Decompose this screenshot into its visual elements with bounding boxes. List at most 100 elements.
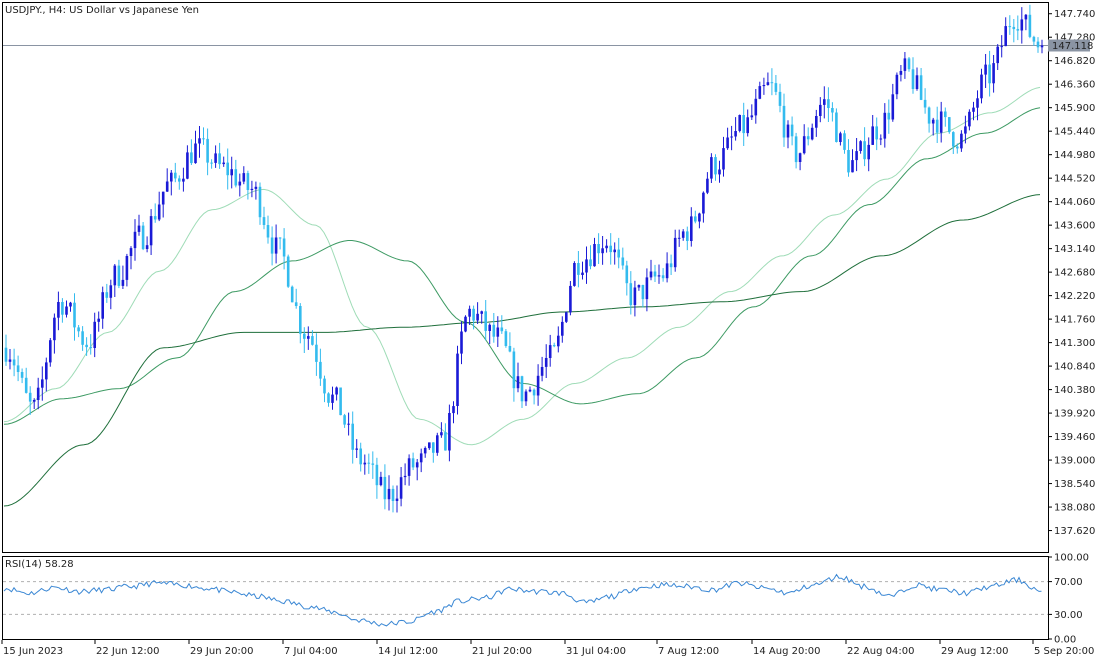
candle <box>609 233 612 265</box>
candle-body <box>85 344 88 348</box>
candle <box>81 326 84 351</box>
candle <box>548 334 552 367</box>
candle <box>730 125 733 151</box>
candle <box>53 313 56 354</box>
candle-body <box>157 204 161 220</box>
rsi-tick-label: 30.00 <box>1054 610 1083 621</box>
candle <box>12 348 16 377</box>
candle-body <box>891 94 895 120</box>
candle-body <box>133 231 137 249</box>
candle <box>8 349 12 370</box>
candle <box>746 109 749 137</box>
candle-body <box>258 186 262 218</box>
candle <box>89 334 92 355</box>
candle <box>339 387 342 416</box>
candle-body <box>69 302 72 307</box>
candle-body <box>428 442 431 449</box>
candle <box>673 229 677 272</box>
candle <box>347 412 350 436</box>
candle-body <box>226 162 229 176</box>
candle-body <box>661 275 665 279</box>
candle-body <box>770 82 774 84</box>
candle <box>835 108 838 143</box>
time-tick-label: 14 Jul 12:00 <box>378 646 438 657</box>
candle-body <box>835 112 838 142</box>
candle-body <box>758 86 762 99</box>
candle-body <box>657 275 661 277</box>
candle <box>20 368 24 384</box>
candle <box>69 301 72 312</box>
candle <box>472 305 475 330</box>
candle-body <box>367 462 371 464</box>
candle <box>661 268 665 282</box>
candle-body <box>351 423 354 450</box>
candle <box>270 226 274 266</box>
candle <box>1024 14 1028 31</box>
candle-body <box>319 361 322 379</box>
candle <box>778 83 782 113</box>
candle-body <box>149 216 153 246</box>
candle-body <box>992 63 995 84</box>
candle-body <box>81 331 84 345</box>
candle-body <box>625 265 629 284</box>
candle <box>1036 37 1040 53</box>
candle-body <box>923 99 927 108</box>
candle-body <box>677 237 681 239</box>
candle-body <box>391 488 395 501</box>
candle-body <box>823 99 826 105</box>
candle-body <box>32 400 36 402</box>
candle <box>992 55 995 93</box>
candle-body <box>242 173 246 182</box>
candle <box>557 326 560 353</box>
candle-body <box>16 365 20 372</box>
candle-body <box>996 46 999 64</box>
candle-body <box>375 464 379 486</box>
candle-body <box>141 225 145 250</box>
candle <box>665 252 669 283</box>
candle <box>303 327 306 353</box>
candle-body <box>589 259 592 267</box>
candle-body <box>605 245 608 249</box>
candle-body <box>944 111 947 118</box>
candle <box>976 90 979 121</box>
main-pane-frame <box>2 2 1049 553</box>
price-tick-label: 137.620 <box>1054 526 1095 537</box>
candle <box>226 148 229 190</box>
candle <box>367 453 371 474</box>
candle-body <box>198 138 201 144</box>
candle <box>210 159 213 169</box>
candle <box>508 332 512 353</box>
candle <box>1040 39 1044 54</box>
candle <box>16 355 20 382</box>
candle <box>883 103 887 148</box>
candle <box>395 485 399 513</box>
candle-body <box>726 137 729 149</box>
candle <box>403 463 407 486</box>
candle-body <box>903 58 907 71</box>
candle <box>319 348 322 386</box>
candle <box>1032 35 1036 46</box>
candle <box>589 245 592 270</box>
candle <box>65 300 68 318</box>
moving-average-3-line <box>3 194 1041 507</box>
time-tick-label: 7 Jul 04:00 <box>284 646 338 657</box>
candle <box>105 283 109 303</box>
candle-body <box>182 178 185 182</box>
candle <box>387 475 391 511</box>
candle <box>923 88 927 114</box>
candle <box>726 127 729 150</box>
series-layer <box>3 4 1048 627</box>
candle <box>871 115 874 145</box>
candle-body <box>794 136 798 163</box>
candle <box>762 77 766 95</box>
candle-body <box>633 287 637 305</box>
candle <box>399 467 403 507</box>
candle <box>411 452 415 471</box>
candle-body <box>911 69 915 89</box>
rsi-tick-label: 70.00 <box>1054 577 1083 588</box>
candle <box>194 130 197 164</box>
candle-body <box>819 104 822 116</box>
candle-body <box>520 376 524 402</box>
rsi-tick-label: 100.00 <box>1054 553 1089 564</box>
